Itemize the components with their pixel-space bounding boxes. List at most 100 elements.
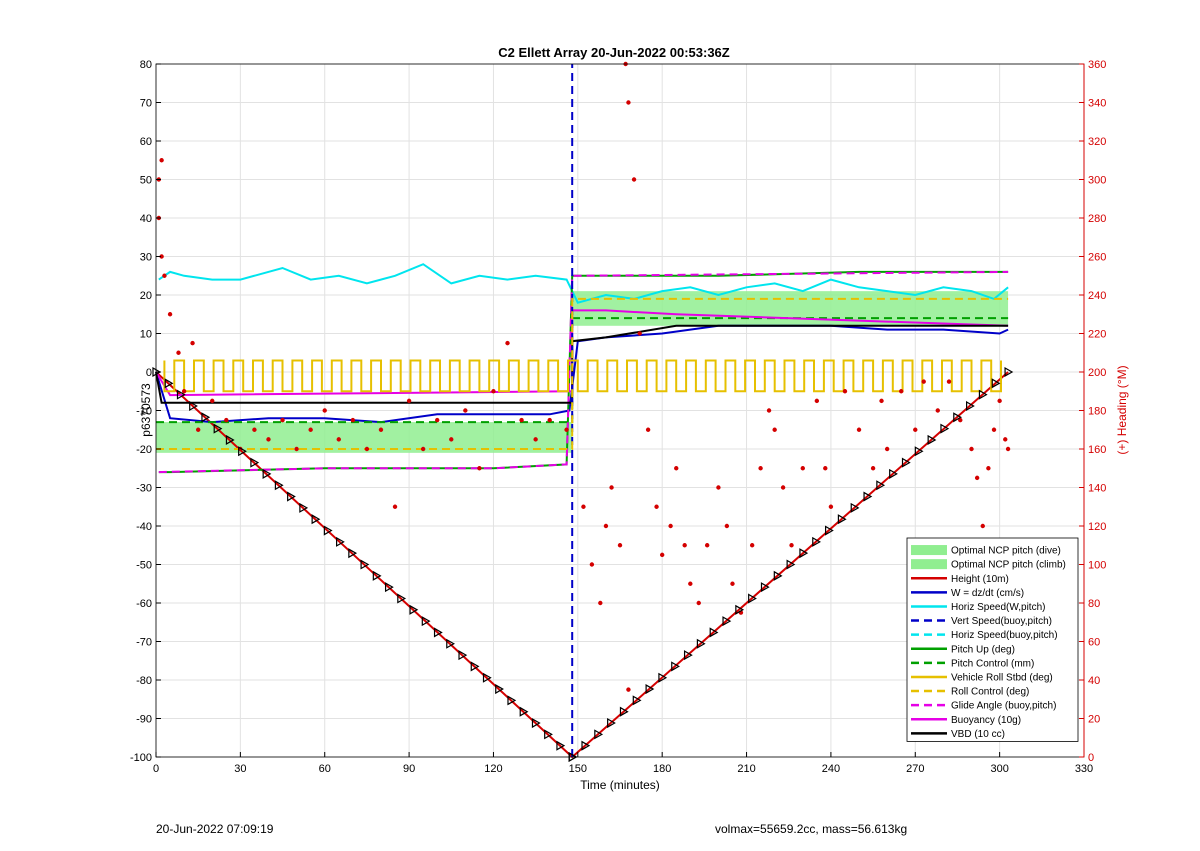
legend-label: Height (10m) — [951, 574, 1009, 585]
y-tick-label: -30 — [136, 483, 152, 495]
height-marker — [433, 627, 443, 638]
y-tick-label: 50 — [140, 175, 152, 187]
height-marker — [372, 570, 382, 581]
height-marker — [482, 672, 492, 683]
height-marker — [940, 423, 950, 434]
heading-point — [668, 523, 673, 529]
legend-label: VBD (10 cc) — [951, 729, 1005, 740]
height-markers — [152, 366, 1014, 763]
heading-point — [294, 446, 299, 452]
heading-point — [505, 340, 510, 346]
heading-point — [724, 523, 730, 529]
legend-label: Horiz Speed(buoy,pitch) — [951, 630, 1058, 641]
height-marker — [581, 740, 591, 751]
y2-tick-label: 220 — [1088, 329, 1106, 341]
y-tick-label: -50 — [136, 560, 152, 572]
height-marker — [594, 729, 604, 740]
series-line — [156, 297, 1009, 450]
heading-point — [176, 350, 181, 355]
height-marker — [1004, 366, 1014, 378]
heading-point — [406, 398, 412, 404]
height-marker — [901, 457, 911, 468]
heading-point — [913, 427, 918, 432]
legend-label: Roll Control (deg) — [951, 687, 1029, 698]
heading-point — [997, 398, 1002, 404]
y2-tick-label: 180 — [1088, 406, 1106, 418]
height-marker — [683, 650, 693, 661]
height-marker — [850, 502, 860, 513]
heading-point — [654, 504, 659, 509]
heading-point — [823, 466, 828, 471]
height-marker — [458, 650, 468, 661]
heading-point — [603, 523, 609, 529]
heading-point — [969, 446, 974, 452]
y2-tick-label: 360 — [1088, 59, 1106, 71]
y-tick-label: -90 — [136, 714, 152, 726]
legend-label: Glide Angle (buoy,pitch) — [951, 701, 1056, 712]
y2-tick-label: 160 — [1088, 444, 1106, 456]
height-marker — [299, 502, 309, 513]
y-tick-label: 10 — [140, 329, 152, 341]
height-marker — [786, 559, 796, 570]
legend-label: Horiz Speed(W,pitch) — [951, 602, 1045, 613]
y2-tick-label: 100 — [1088, 560, 1106, 572]
legend-label: Buoyancy (10g) — [951, 715, 1021, 726]
y2-tick-label: 340 — [1088, 98, 1106, 110]
y-tick-label: 60 — [140, 136, 152, 148]
heading-point — [350, 417, 356, 423]
x-tick-label: 210 — [737, 763, 755, 775]
legend-swatch — [911, 559, 947, 570]
height-marker — [238, 446, 247, 457]
y2-tick-label: 300 — [1088, 175, 1106, 187]
heading-point — [162, 273, 167, 278]
height-marker — [152, 366, 162, 378]
legend-label: Vert Speed(buoy,pitch) — [951, 616, 1052, 627]
y2-tick-label: 280 — [1088, 213, 1106, 225]
heading-point — [435, 417, 440, 423]
x-tick-label: 60 — [319, 763, 331, 775]
y2-tick-label: 20 — [1088, 714, 1100, 726]
heading-point — [266, 437, 271, 442]
ncp-bands — [156, 291, 1009, 453]
y2-tick-label: 320 — [1088, 136, 1106, 148]
heading-point — [688, 581, 693, 586]
heading-point — [252, 427, 257, 432]
series-line — [158, 263, 1009, 304]
y2-tick-label: 260 — [1088, 252, 1106, 264]
legend-swatch — [911, 545, 947, 556]
y-tick-label: 0 — [146, 367, 152, 379]
heading-point — [308, 427, 313, 432]
height-marker — [760, 582, 770, 593]
heading-point — [935, 408, 940, 413]
y-tick-label: -80 — [136, 675, 152, 687]
heading-point — [564, 427, 569, 432]
y-tick-label: -60 — [136, 598, 152, 610]
heading-point — [637, 331, 642, 336]
y2-tick-label: 40 — [1088, 675, 1100, 687]
height-marker — [225, 434, 235, 445]
height-marker — [735, 604, 745, 615]
height-marker — [658, 672, 668, 683]
heading-point — [159, 158, 164, 163]
legend: Optimal NCP pitch (dive) Optimal NCP pitc… — [906, 537, 1079, 742]
heading-point — [159, 254, 164, 259]
height-marker — [671, 661, 680, 672]
y2-tick-label: 240 — [1088, 290, 1106, 302]
heading-point — [190, 340, 195, 346]
heading-point — [378, 427, 384, 432]
heading-point — [420, 446, 426, 452]
heading-point — [856, 427, 862, 432]
heading-point — [828, 504, 834, 509]
y-axis-label: p6370573 — [139, 383, 153, 437]
height-marker — [201, 412, 211, 423]
height-marker — [507, 695, 517, 706]
heading-point — [491, 389, 496, 394]
y-tick-label: -70 — [136, 637, 152, 649]
legend-label: W = dz/dt (cm/s) — [951, 588, 1024, 599]
height-marker — [250, 457, 260, 468]
height-marker — [824, 525, 834, 536]
legend-label: Optimal NCP pitch (dive) — [951, 546, 1061, 557]
heading-point — [477, 466, 482, 471]
height-marker — [164, 378, 174, 389]
height-marker — [773, 570, 783, 581]
